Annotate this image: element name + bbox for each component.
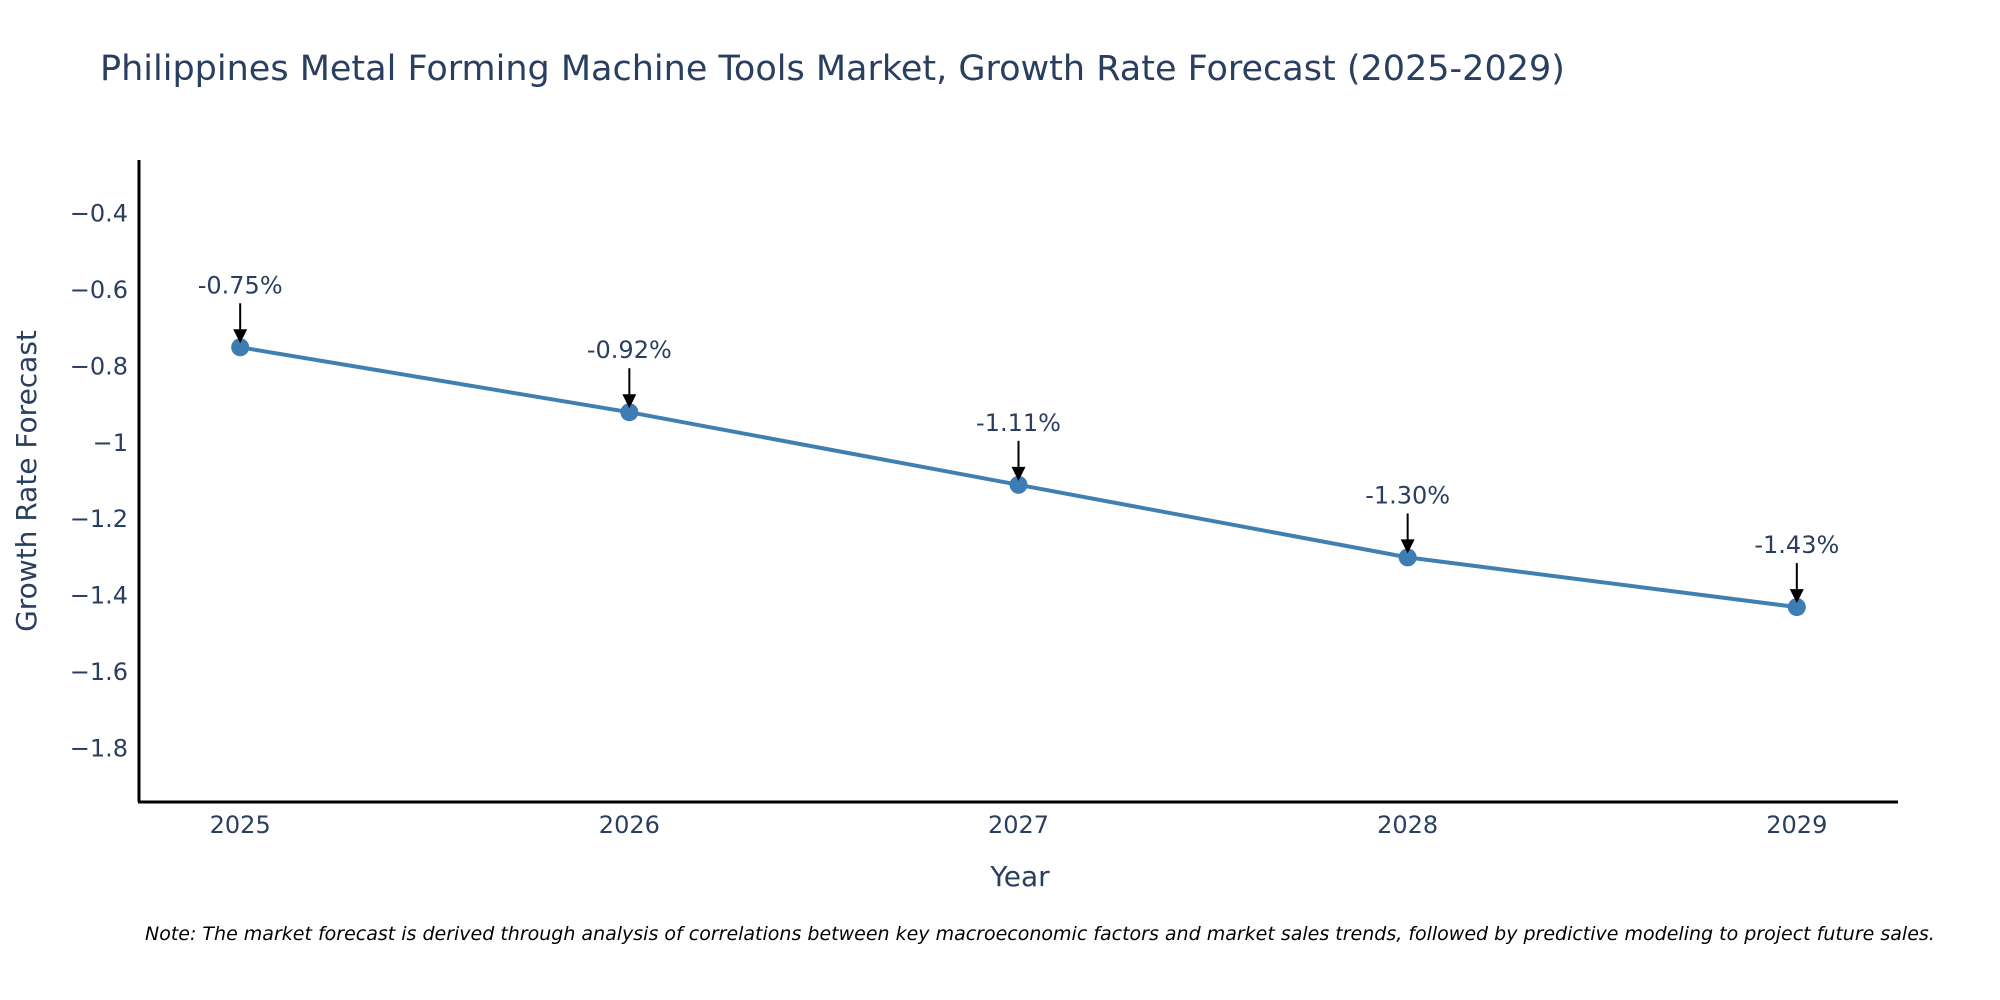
y-tick-label: −0.6 (70, 276, 128, 304)
y-tick-label: −1 (93, 429, 128, 457)
x-tick-label: 2028 (1377, 811, 1438, 839)
data-label: -1.30% (1365, 481, 1450, 509)
y-tick-label: −1.8 (70, 735, 128, 763)
y-tick-label: −1.6 (70, 658, 128, 686)
data-point (1787, 598, 1806, 617)
data-point (1009, 475, 1028, 494)
y-tick-label: −0.4 (70, 200, 128, 228)
y-axis-ticks: −0.4 −0.6 −0.8 −1 −1.2 −1.4 −1.6 −1.8 (70, 200, 128, 763)
annotation-arrow-head (1789, 589, 1804, 604)
chart-title: Philippines Metal Forming Machine Tools … (100, 49, 1565, 89)
annotation-arrow-head (622, 394, 637, 409)
series-growth-rate (231, 338, 1806, 617)
annotation-arrow-head (1400, 539, 1415, 554)
data-point (231, 338, 250, 357)
x-axis-ticks: 2025 2026 2027 2028 2029 (210, 811, 1828, 839)
annotation-arrow-head (1011, 466, 1026, 481)
data-label: -1.11% (976, 409, 1061, 437)
x-tick-label: 2029 (1766, 811, 1827, 839)
y-tick-label: −1.4 (70, 582, 128, 610)
data-label: -0.92% (587, 336, 672, 364)
data-label: -1.43% (1754, 531, 1839, 559)
data-annotations: -0.75% -0.92% -1.11% -1.30% -1.43% (198, 271, 1839, 604)
x-axis-title: Year (989, 860, 1050, 893)
annotation-arrow-head (233, 329, 248, 344)
data-point (1398, 548, 1417, 567)
y-axis-title: Growth Rate Forecast (10, 330, 43, 632)
y-tick-label: −1.2 (70, 505, 128, 533)
y-tick-label: −0.8 (70, 352, 128, 380)
x-tick-label: 2025 (210, 811, 271, 839)
x-tick-label: 2026 (599, 811, 660, 839)
data-label: -0.75% (198, 271, 283, 299)
data-point (620, 403, 639, 422)
footnote: Note: The market forecast is derived thr… (145, 923, 1935, 945)
x-tick-label: 2027 (988, 811, 1049, 839)
